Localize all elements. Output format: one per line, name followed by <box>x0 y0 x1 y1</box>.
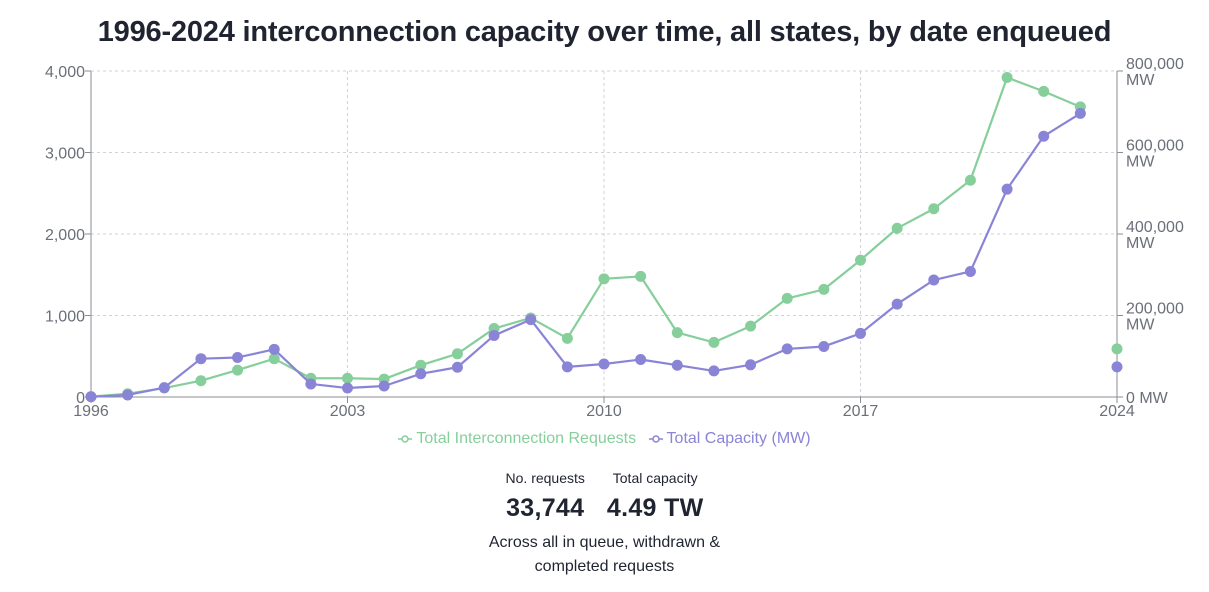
y-right-tick-label: 400,000 MW <box>1126 219 1184 252</box>
data-point-requests <box>342 372 353 384</box>
y-right-tick-label: 200,000 MW <box>1126 301 1184 334</box>
data-point-capacity <box>671 359 683 371</box>
data-point-capacity <box>268 343 280 355</box>
y-right-tick-label-line: MW <box>1126 154 1155 171</box>
data-point-requests <box>818 283 830 295</box>
axes: 0 1,000 2,000 3,000 4,000 1996 2003 2010 2017 202… <box>45 56 1184 420</box>
data-point-requests <box>708 336 720 348</box>
grid-lines <box>91 70 1117 397</box>
series <box>85 72 1123 403</box>
data-point-requests <box>928 203 940 215</box>
x-tick-label: 2003 <box>330 403 366 420</box>
data-point-requests <box>195 375 207 387</box>
line-chart: 0 1,000 2,000 3,000 4,000 1996 2003 2010 2017 202… <box>45 56 1184 420</box>
data-point-capacity <box>1111 361 1123 373</box>
legend-line-icon-requests <box>398 435 413 443</box>
data-point-capacity <box>85 391 97 403</box>
stat-requests: No. requests 33,744 <box>506 470 585 523</box>
data-point-capacity <box>488 329 500 341</box>
legend-item-requests[interactable]: Total Interconnection Requests <box>398 430 636 448</box>
x-tick-label: 2010 <box>586 403 622 420</box>
data-point-capacity <box>598 358 610 370</box>
data-point-capacity <box>891 298 903 310</box>
data-point-capacity <box>928 274 940 286</box>
legend-label-requests: Total Interconnection Requests <box>416 430 637 447</box>
data-point-capacity <box>708 365 720 377</box>
data-point-requests <box>891 222 903 234</box>
y-right-tick-label-line: 600,000 <box>1126 138 1184 155</box>
x-tick-label: 2024 <box>1099 403 1135 420</box>
summary-panel: No. requests 33,744 Total capacity 4.49 … <box>0 470 1209 579</box>
data-point-requests <box>232 364 244 376</box>
data-point-capacity <box>1001 183 1013 195</box>
data-point-capacity <box>1038 130 1050 142</box>
data-point-capacity <box>635 354 647 366</box>
data-point-requests <box>745 320 757 332</box>
data-point-capacity <box>561 361 573 373</box>
data-point-capacity <box>195 353 207 365</box>
data-point-capacity <box>745 359 757 371</box>
data-point-requests <box>268 353 280 365</box>
chart-title: 1996-2024 interconnection capacity over … <box>97 16 1112 48</box>
data-point-capacity <box>855 327 866 339</box>
data-point-requests <box>635 270 647 282</box>
y-right-tick-label-line: MW <box>1126 317 1155 334</box>
data-point-capacity <box>305 378 317 390</box>
data-point-capacity <box>818 340 830 352</box>
stat-capacity-value: 4.49 TW <box>606 494 704 522</box>
data-point-requests <box>1038 85 1050 97</box>
y-right-tick-label-line: 400,000 <box>1126 219 1184 236</box>
x-tick-label: 2017 <box>843 403 879 420</box>
y-right-tick-label: 800,000 MW <box>1126 56 1184 89</box>
legend-label-capacity: Total Capacity (MW) <box>666 430 811 447</box>
y-right-tick-label-line: 0 MW <box>1126 390 1169 407</box>
data-point-capacity <box>232 351 244 363</box>
y-right-tick-label-line: MW <box>1126 72 1155 89</box>
data-point-requests <box>1111 343 1123 355</box>
data-point-requests <box>451 348 463 360</box>
data-point-capacity <box>378 380 390 392</box>
summary-stats: No. requests 33,744 Total capacity 4.49 … <box>506 470 704 523</box>
y-right-tick-label: 600,000 MW <box>1126 138 1184 171</box>
data-point-capacity <box>781 343 793 355</box>
y-right-tick-label-line: MW <box>1126 235 1155 252</box>
data-point-capacity <box>525 314 537 326</box>
stat-requests-label: No. requests <box>505 470 585 486</box>
y-left-tick-label: 1,000 <box>45 309 85 326</box>
series-line-capacity <box>90 112 1081 398</box>
stat-capacity-label: Total capacity <box>612 470 698 486</box>
data-point-requests <box>855 254 866 266</box>
y-left-tick-label: 4,000 <box>45 64 85 81</box>
data-point-requests <box>598 273 610 285</box>
data-point-capacity <box>451 361 463 373</box>
data-point-requests <box>964 174 976 186</box>
x-tick-label: 1996 <box>73 403 109 420</box>
data-point-requests <box>1001 72 1013 84</box>
stat-capacity: Total capacity 4.49 TW <box>607 470 704 523</box>
data-point-requests <box>671 327 683 339</box>
y-right-tick-label: 0 MW <box>1126 390 1169 407</box>
data-point-capacity <box>1074 107 1086 119</box>
y-left-tick-label: 2,000 <box>45 227 85 244</box>
data-point-capacity <box>964 265 976 277</box>
legend: Total Interconnection Requests Total Cap… <box>0 430 1209 449</box>
y-right-tick-label-line: 200,000 <box>1126 301 1184 318</box>
stat-requests-value: 33,744 <box>506 494 585 522</box>
data-point-capacity <box>415 368 427 380</box>
data-point-capacity <box>122 389 134 401</box>
y-left-tick-label: 0 <box>76 390 85 407</box>
y-right-tick-label-line: 800,000 <box>1126 56 1184 73</box>
data-point-capacity <box>342 382 353 394</box>
legend-line-icon-capacity <box>648 435 663 443</box>
summary-caption: Across all in queue, withdrawn & complet… <box>488 534 721 575</box>
data-point-capacity <box>158 382 170 394</box>
y-left-tick-label: 3,000 <box>45 146 85 163</box>
data-point-requests <box>561 332 573 344</box>
series-line-requests <box>90 76 1081 398</box>
data-point-requests <box>781 292 793 304</box>
legend-item-capacity[interactable]: Total Capacity (MW) <box>648 430 811 448</box>
